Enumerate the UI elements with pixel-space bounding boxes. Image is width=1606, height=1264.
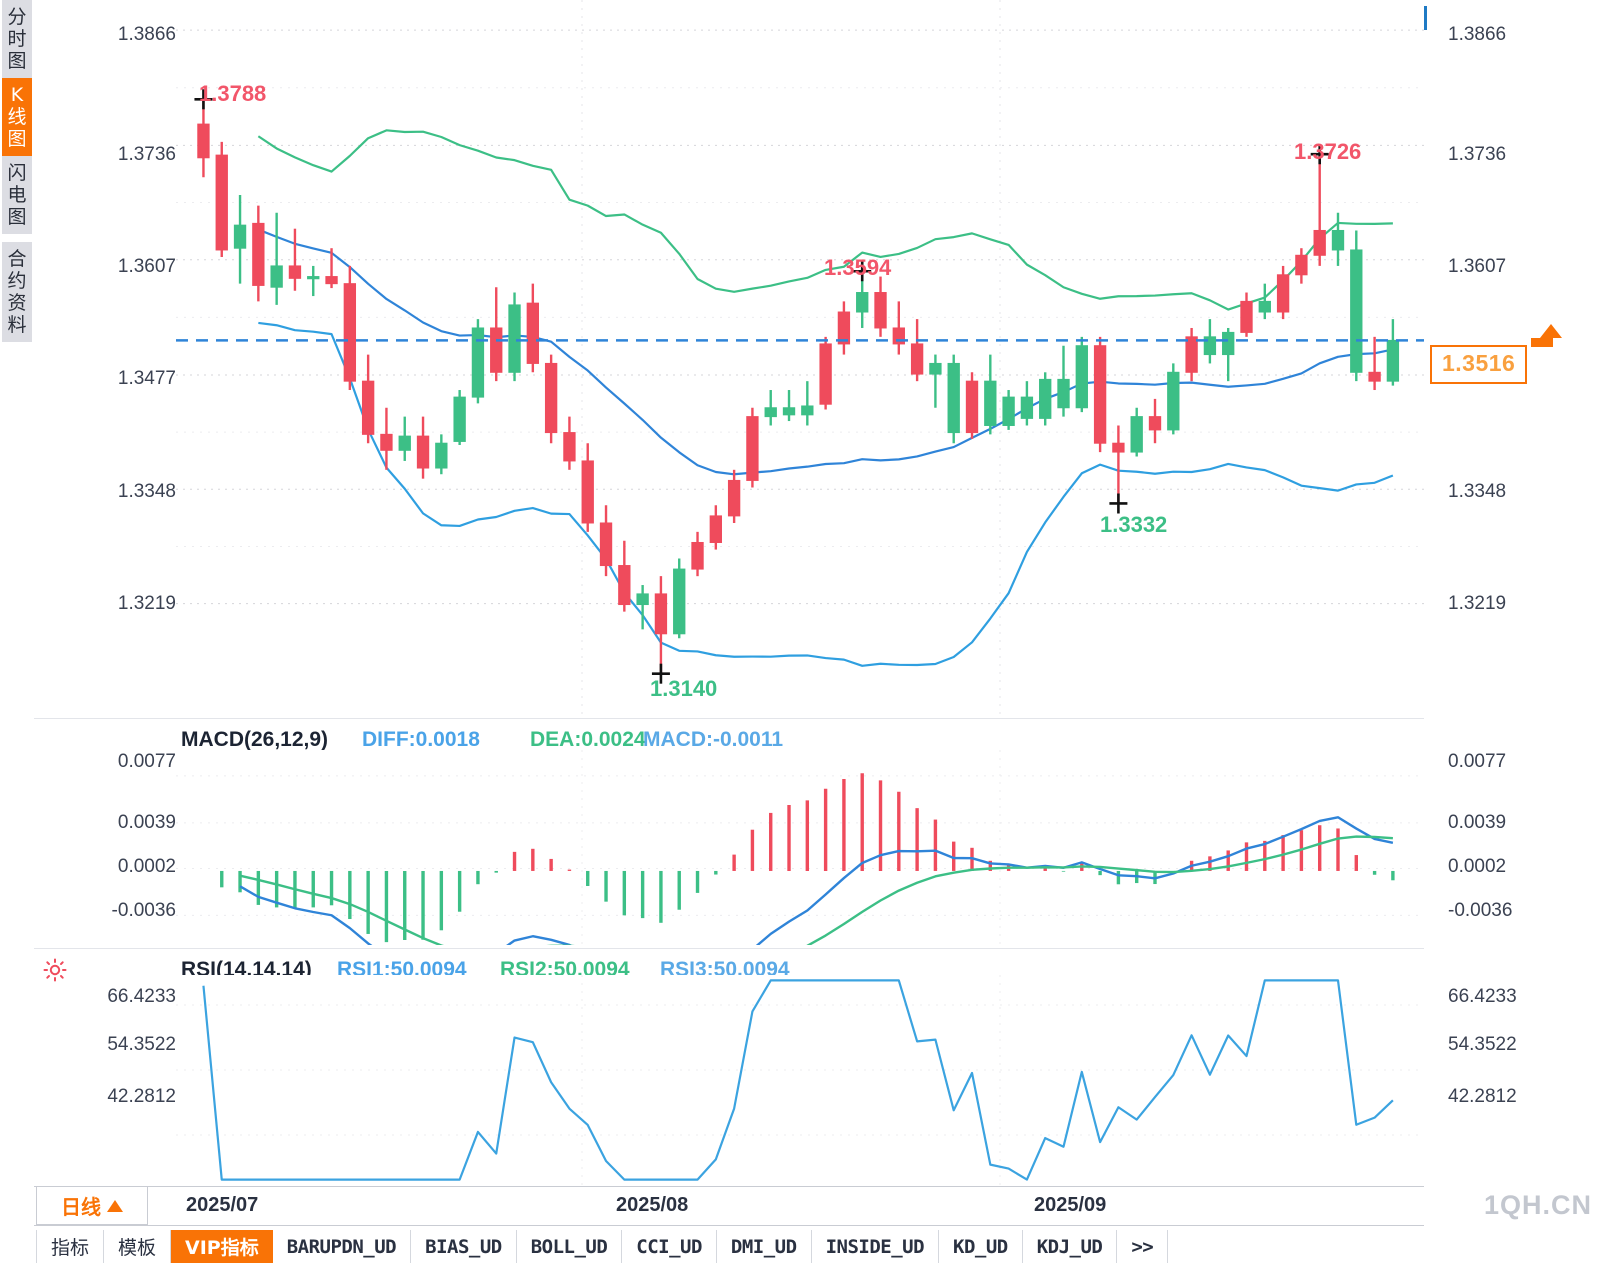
rsi-y-tick-right-0: 66.4233: [1448, 986, 1517, 1007]
y-tick-right-1: 1.3736: [1448, 144, 1507, 165]
macd-y-axis-left: 0.0077 0.0039 0.0002 -0.0036: [0, 718, 176, 943]
date-label-1: 2025/08: [616, 1194, 689, 1216]
y-tick-left-2: 1.3607: [117, 256, 176, 277]
price-direction-arrow-body: [1531, 338, 1553, 347]
period-selector-button[interactable]: 日线: [36, 1186, 148, 1225]
brightness-icon[interactable]: [43, 958, 67, 982]
rsi-canvas: [176, 975, 1424, 1185]
y-tick-right-5: 1.3219: [1448, 593, 1507, 614]
macd-y-tick-left-2: 0.0002: [117, 856, 176, 877]
tab-inside_ud[interactable]: INSIDE_UD: [811, 1230, 940, 1263]
sidebar-label-flash: 闪电图: [7, 162, 27, 228]
macd-y-axis-right: 0.0077 0.0039 0.0002 -0.0036: [1448, 718, 1606, 943]
macd-diff-value: DIFF:0.0018: [362, 728, 480, 751]
tab-cci_ud[interactable]: CCI_UD: [622, 1230, 717, 1263]
rsi-y-tick-left-0: 66.4233: [107, 986, 176, 1007]
candlestick-canvas: [176, 0, 1424, 718]
tab-[interactable]: 指标: [36, 1230, 105, 1263]
tab-barupdn_ud[interactable]: BARUPDN_UD: [272, 1230, 412, 1263]
macd-dea-value: DEA:0.0024: [530, 728, 646, 751]
macd-chart[interactable]: [176, 750, 1424, 945]
sidebar-label-timeline: 分时图: [7, 6, 27, 72]
main-price-chart[interactable]: [176, 0, 1424, 718]
annotation-low-2: 1.3140: [650, 676, 718, 701]
y-tick-right-2: 1.3607: [1448, 256, 1507, 277]
sidebar-item-flash[interactable]: 闪电图: [2, 156, 32, 234]
annotation-high-2: 1.3726: [1294, 139, 1362, 164]
y-tick-left-3: 1.3477: [117, 368, 176, 389]
macd-y-tick-right-2: 0.0002: [1448, 856, 1507, 877]
date-axis: 2025/07 2025/08 2025/09: [34, 1186, 1424, 1226]
main-chart-y-axis-left: 1.3866 1.3736 1.3607 1.3477 1.3348 1.321…: [0, 0, 176, 720]
sidebar-item-kline[interactable]: K线图: [2, 78, 32, 156]
rsi-y-tick-right-1: 54.3522: [1448, 1034, 1517, 1055]
y-tick-left-0: 1.3866: [117, 24, 176, 45]
watermark: 1QH.CN: [1483, 1190, 1592, 1220]
tab-dmi_ud[interactable]: DMI_UD: [716, 1230, 812, 1263]
macd-y-tick-left-1: 0.0039: [117, 812, 176, 833]
rsi-y-tick-left-2: 42.2812: [107, 1086, 176, 1107]
macd-y-tick-left-0: 0.0077: [117, 751, 176, 772]
y-tick-left-4: 1.3348: [117, 481, 176, 502]
date-label-2: 2025/09: [1034, 1194, 1107, 1216]
tab-bias_ud[interactable]: BIAS_UD: [411, 1230, 517, 1263]
tab-boll_ud[interactable]: BOLL_UD: [516, 1230, 623, 1263]
macd-y-tick-right-3: -0.0036: [1448, 900, 1513, 921]
tab-kdj_ud[interactable]: KDJ_UD: [1022, 1230, 1118, 1263]
rsi-y-axis-left: 66.4233 54.3522 42.2812: [0, 948, 176, 1186]
triangle-up-icon: [107, 1199, 123, 1212]
tab-[interactable]: 模板: [104, 1230, 172, 1263]
annotation-low-1: 1.3332: [1100, 512, 1168, 537]
rsi-y-tick-left-1: 54.3522: [107, 1034, 176, 1055]
macd-panel-separator: [34, 718, 1424, 719]
tab-vip[interactable]: VIP指标: [171, 1230, 273, 1263]
annotation-high-1: 1.3788: [199, 81, 267, 106]
y-tick-right-0: 1.3866: [1448, 24, 1507, 45]
rsi-y-axis-right: 66.4233 54.3522 42.2812: [1448, 948, 1606, 1186]
indicator-tab-strip: 指标 模板 VIP指标 BARUPDN_UD BIAS_UD BOLL_UD CCI_UD D…: [36, 1230, 1169, 1263]
rsi-y-tick-right-2: 42.2812: [1448, 1086, 1517, 1107]
tab-[interactable]: >>: [1117, 1230, 1169, 1263]
macd-macd-value: MACD:-0.0011: [643, 728, 784, 751]
macd-canvas: [176, 750, 1424, 945]
sidebar-label-kline: K线图: [7, 84, 27, 150]
sidebar-label-contract-info: 合约资料: [7, 248, 27, 336]
rsi-chart[interactable]: [176, 975, 1424, 1185]
y-tick-left-5: 1.3219: [117, 593, 176, 614]
tab-kd_ud[interactable]: KD_UD: [939, 1230, 1023, 1263]
sidebar-item-contract-info[interactable]: 合约资料: [2, 242, 32, 342]
sidebar-item-timeline[interactable]: 分时图: [2, 0, 32, 78]
left-sidebar: 分时图 K线图 闪电图 合约资料: [0, 0, 34, 1186]
y-tick-left-1: 1.3736: [117, 144, 176, 165]
date-label-0: 2025/07: [186, 1194, 259, 1216]
macd-y-tick-left-3: -0.0036: [111, 900, 176, 921]
period-selector-label: 日线: [61, 1195, 101, 1219]
price-direction-arrow-head: [1540, 324, 1562, 338]
current-price-badge: 1.3516: [1430, 345, 1528, 384]
y-tick-right-4: 1.3348: [1448, 481, 1507, 502]
macd-y-tick-right-1: 0.0039: [1448, 812, 1507, 833]
macd-label: MACD(26,12,9): [181, 728, 329, 751]
annotation-high-3: 1.3594: [824, 255, 892, 280]
macd-y-tick-right-0: 0.0077: [1448, 751, 1507, 772]
rsi-panel-separator: [34, 948, 1424, 949]
